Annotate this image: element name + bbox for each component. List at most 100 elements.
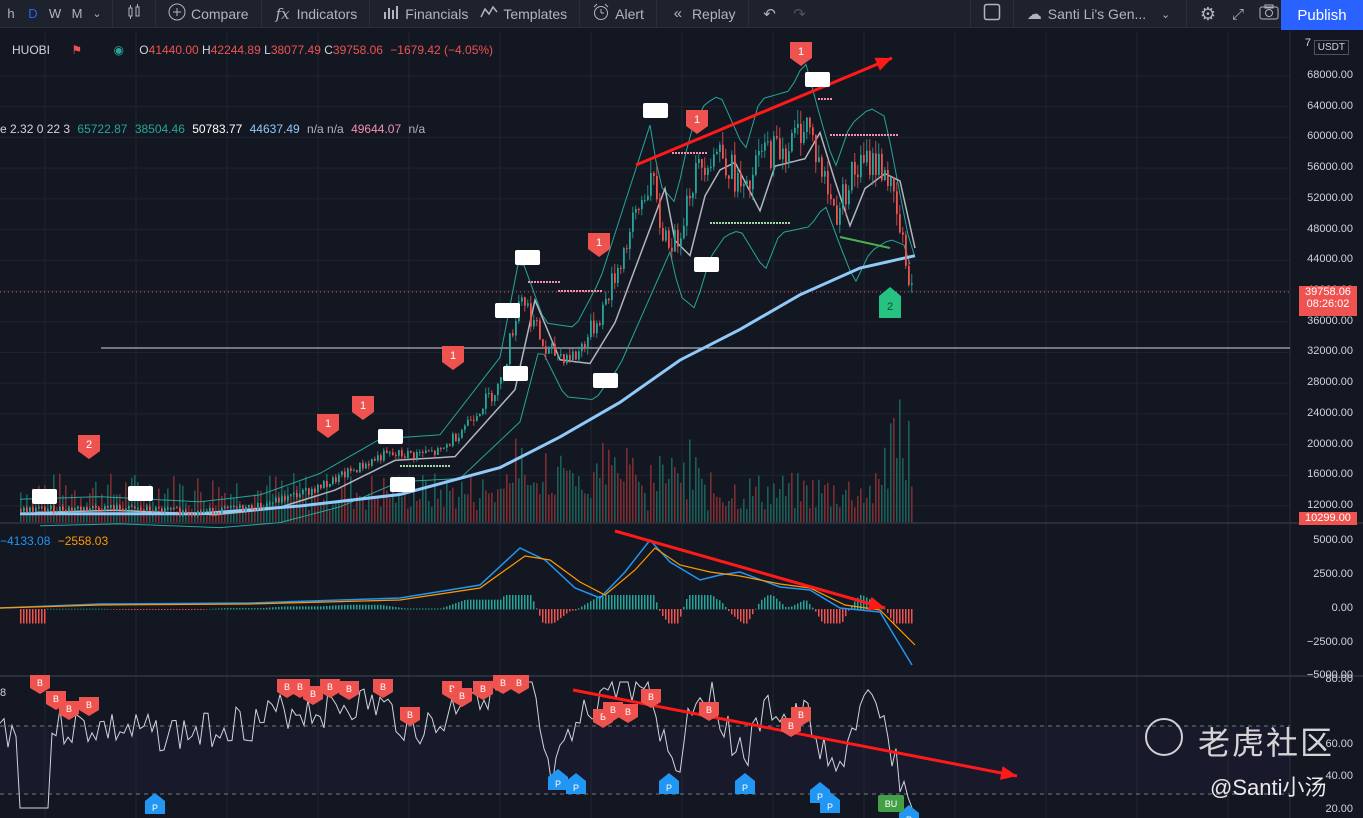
candle-body: [176, 507, 178, 509]
macd-histogram-bar: [179, 609, 181, 610]
candle-body: [152, 510, 154, 512]
candle-body: [293, 493, 295, 495]
snapshot-button[interactable]: [1253, 0, 1283, 28]
candle-body: [611, 273, 613, 301]
volume-bar: [392, 482, 394, 522]
candle-body: [677, 230, 679, 247]
bollinger-bands: [19, 63, 916, 529]
macd-histogram-bar: [596, 597, 598, 610]
financials-button[interactable]: Financials: [376, 0, 474, 28]
macd-histogram-bar: [644, 595, 646, 610]
volume-bar: [179, 483, 181, 522]
macd-histogram-bar: [746, 609, 748, 624]
compare-button[interactable]: Compare: [162, 0, 255, 28]
volume-bar: [155, 511, 157, 522]
resistance-dot: [833, 134, 835, 136]
layout-name-button[interactable]: ☁ Santi Li's Gen... ⌄: [1020, 0, 1180, 28]
volume-bar: [881, 484, 883, 522]
candle-body: [650, 172, 652, 196]
resistance-dot: [690, 152, 692, 154]
flag-icon[interactable]: ⚑: [71, 43, 83, 57]
macd-histogram-bar: [734, 609, 736, 617]
volume-bar: [455, 508, 457, 522]
b-signal-label: B: [66, 704, 72, 714]
macd-histogram-bar: [842, 609, 844, 622]
macd-histogram-bar: [197, 609, 199, 610]
currency-badge[interactable]: USDT: [1313, 40, 1349, 55]
volume-bar: [428, 500, 430, 522]
alert-button[interactable]: Alert: [586, 0, 650, 28]
timeframe-d[interactable]: D: [28, 6, 38, 21]
macd-histogram-bar: [908, 609, 910, 624]
candle-body: [638, 209, 640, 211]
publish-button[interactable]: Publish: [1281, 0, 1363, 30]
support-dot: [442, 465, 444, 467]
candle-body: [92, 506, 94, 509]
volume-bar: [692, 489, 694, 522]
macd-histogram-bar: [161, 609, 163, 610]
candle-body: [266, 503, 268, 507]
chart-type-button[interactable]: [119, 0, 149, 28]
b-signal-label: B: [310, 689, 316, 699]
resistance-dot: [887, 134, 889, 136]
candle-body: [350, 468, 352, 471]
candle-body: [608, 298, 610, 301]
volume-bar: [605, 484, 607, 522]
volume-bar: [200, 492, 202, 522]
candle-body: [95, 506, 97, 508]
volume-bar: [449, 490, 451, 522]
resistance-dot: [693, 152, 695, 154]
macd-pane: [0, 538, 916, 666]
fullscreen-button[interactable]: ⤢: [1223, 0, 1253, 28]
templates-button[interactable]: Templates: [474, 0, 573, 28]
resistance-dot: [878, 134, 880, 136]
price-label-box: [805, 72, 830, 87]
candle-body: [731, 154, 733, 179]
replay-button[interactable]: « Replay: [663, 0, 742, 28]
candle-body: [305, 488, 307, 490]
undo-button[interactable]: ↶: [755, 0, 785, 28]
volume-bar: [269, 475, 271, 522]
timeframe-m[interactable]: M: [71, 6, 83, 21]
volume-bar: [866, 497, 868, 522]
price-label-box: [515, 250, 540, 265]
timeframe-h[interactable]: h: [7, 6, 15, 21]
exchange-label[interactable]: HUOBI: [12, 43, 51, 57]
macd-histogram-bar: [578, 608, 580, 610]
candle-body: [791, 133, 793, 152]
chevron-down-icon[interactable]: ⌄: [92, 8, 102, 20]
candle-body: [743, 184, 745, 187]
candle-body: [365, 463, 367, 469]
macd-histogram-bar: [707, 595, 709, 610]
timeframe-w[interactable]: W: [48, 6, 62, 21]
b-signal-shape: [699, 702, 719, 721]
sell-signal: 1: [686, 110, 708, 134]
b-signal-shape: [509, 675, 529, 694]
redo-button[interactable]: ↷: [785, 0, 815, 28]
macd-histogram-bar: [731, 609, 733, 615]
arrow-head: [874, 57, 892, 71]
macd-histogram-bar: [224, 608, 226, 610]
support-dot: [734, 222, 736, 224]
indicators-button[interactable]: 𝑓x Indicators: [268, 0, 364, 28]
volume-bar: [608, 449, 610, 522]
candle-body: [473, 419, 475, 421]
b-signal-shape: [473, 681, 493, 700]
volume-bar: [746, 508, 748, 522]
settings-button[interactable]: ⚙: [1193, 0, 1223, 28]
resistance-dot: [821, 98, 823, 100]
macd-histogram-bar: [584, 604, 586, 610]
volume-bar: [167, 488, 169, 522]
macd-histogram-bar: [482, 599, 484, 610]
layout-button[interactable]: [977, 0, 1007, 28]
support-dot: [746, 222, 748, 224]
macd-axis-label: 2500.00: [1313, 568, 1353, 580]
candle-body: [557, 355, 559, 357]
candle-body: [212, 508, 214, 515]
macd-histogram-bar: [686, 599, 688, 610]
macd-histogram-bar: [896, 609, 898, 624]
candle-body: [20, 509, 22, 512]
volume-bar: [497, 489, 499, 522]
macd-histogram-bar: [899, 609, 901, 624]
